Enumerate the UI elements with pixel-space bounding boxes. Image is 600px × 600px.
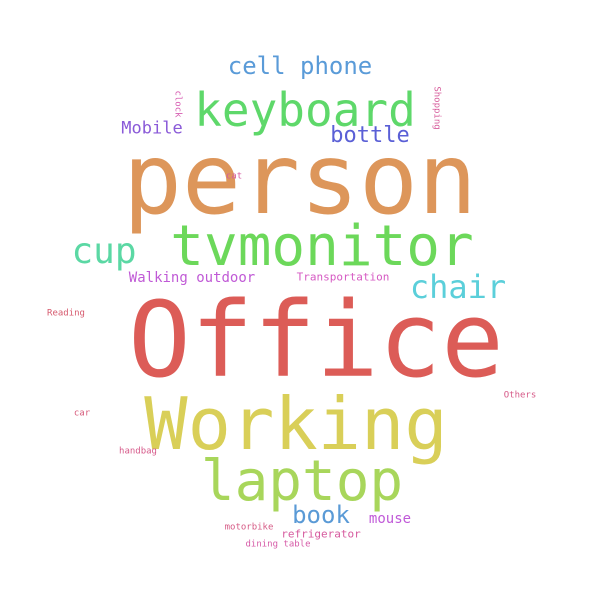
word-transportation: Transportation: [296, 270, 390, 284]
word-book: book: [292, 501, 350, 529]
word-walking-outdoor: Walking outdoor: [128, 270, 256, 286]
word-mouse: mouse: [368, 511, 412, 527]
word-refrigerator: refrigerator: [281, 527, 361, 541]
word-cup: cup: [71, 231, 137, 272]
word-dining-table: dining table: [245, 539, 311, 550]
word-shopping: Shopping: [431, 86, 442, 130]
word-car: car: [73, 408, 91, 419]
word-cell-phone: cell phone: [227, 52, 373, 80]
word-laptop: laptop: [200, 449, 404, 514]
word-cat: cat: [225, 171, 243, 182]
word-motorbike: motorbike: [224, 522, 274, 533]
word-keyboard: keyboard: [194, 83, 416, 137]
word-handbag: handbag: [119, 446, 157, 457]
word-tvmonitor: tvmonitor: [170, 214, 474, 279]
word-person: person: [122, 123, 478, 237]
word-working: Working: [144, 382, 448, 466]
word-bottle: bottle: [330, 123, 410, 148]
word-office: Office: [128, 279, 504, 401]
word-reading: Reading: [47, 308, 85, 319]
word-chair: chair: [409, 268, 507, 306]
word-clock: clock: [172, 90, 183, 118]
word-mobile: Mobile: [121, 118, 183, 139]
word-others: Others: [503, 390, 537, 401]
